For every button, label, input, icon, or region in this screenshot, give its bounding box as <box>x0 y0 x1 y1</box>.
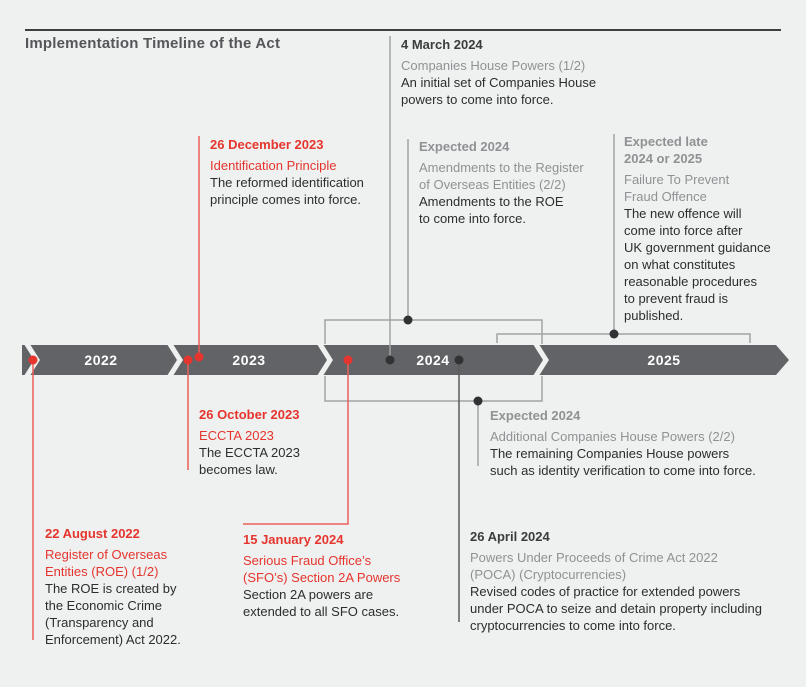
event-name: Failure To Prevent Fraud Offence <box>624 172 730 204</box>
event-date: Expected late 2024 or 2025 <box>624 134 708 166</box>
gray-connector-lines <box>324 36 751 466</box>
bracket-above-2024 <box>324 319 543 344</box>
event-date: 15 January 2024 <box>243 532 344 547</box>
event-block-26-april-2024: 26 April 2024 Powers Under Proceeds of C… <box>470 528 762 634</box>
year-label-2023: 2023 <box>232 352 266 368</box>
event-description: An initial set of Companies House powers… <box>401 75 597 107</box>
event-date: Expected 2024 <box>419 139 510 154</box>
event-name: Amendments to the Register of Overseas E… <box>419 160 584 192</box>
bracket-late-2024-2025 <box>496 333 751 343</box>
marker-15-january-2024 <box>343 355 353 365</box>
event-name: ECCTA 2023 <box>199 428 274 443</box>
event-description: Section 2A powers are extended to all SF… <box>243 587 400 619</box>
event-name: Register of Overseas Entities (ROE) (1/2… <box>45 547 168 579</box>
event-description: The ECCTA 2023 becomes law. <box>199 445 300 477</box>
event-name: Serious Fraud Office’s (SFO’s) Section 2… <box>243 553 401 585</box>
event-block-4-march-2024: 4 March 2024 Companies House Powers (1/2… <box>401 36 596 108</box>
marker-expected-additional <box>473 396 483 406</box>
event-block-expected-late-2024-2025: Expected late 2024 or 2025 Failure To Pr… <box>624 133 771 324</box>
red-marker-dots <box>28 352 353 365</box>
event-description: The new offence will come into force aft… <box>624 206 771 323</box>
year-label-2024: 2024 <box>416 352 450 368</box>
event-description: Revised codes of practice for extended p… <box>470 584 762 633</box>
bracket-below-2024 <box>324 376 543 402</box>
dark-marker-dots <box>385 315 619 406</box>
event-description: The reformed identification principle co… <box>210 175 364 207</box>
event-block-expected-2024-roe-amendments: Expected 2024 Amendments to the Register… <box>419 138 584 227</box>
event-description: The ROE is created by the Economic Crime… <box>45 581 181 647</box>
event-block-26-october-2023: 26 October 2023 ECCTA 2023 The ECCTA 202… <box>199 406 300 478</box>
connector-15-january-2024 <box>243 360 349 525</box>
timeline-band <box>22 345 789 375</box>
page-title: Implementation Timeline of the Act <box>25 35 281 52</box>
event-date: Expected 2024 <box>490 408 581 423</box>
red-connector-lines <box>32 136 349 640</box>
event-date: 4 March 2024 <box>401 37 483 52</box>
event-name: Powers Under Proceeds of Crime Act 2022 … <box>470 550 718 582</box>
event-date: 26 October 2023 <box>199 407 300 422</box>
event-date: 26 April 2024 <box>470 529 550 544</box>
event-block-15-january-2024: 15 January 2024 Serious Fraud Office’s (… <box>243 531 400 620</box>
event-block-22-august-2022: 22 August 2022 Register of Overseas Enti… <box>45 525 181 648</box>
event-block-26-december-2023: 26 December 2023 Identification Principl… <box>210 136 364 208</box>
event-date: 22 August 2022 <box>45 526 140 541</box>
marker-26-april-2024 <box>454 355 464 365</box>
year-label-2022: 2022 <box>84 352 118 368</box>
event-name: Companies House Powers (1/2) <box>401 58 586 73</box>
event-block-expected-2024-companies-house: Expected 2024 Additional Companies House… <box>490 407 756 479</box>
event-description: The remaining Companies House powers suc… <box>490 446 756 478</box>
top-rule-divider <box>25 29 781 31</box>
marker-expected-late <box>609 329 619 339</box>
marker-22-august-2022 <box>28 355 38 365</box>
marker-4-march-2024 <box>385 355 395 365</box>
year-label-2025: 2025 <box>647 352 681 368</box>
event-description: Amendments to the ROE to come into force… <box>419 194 564 226</box>
marker-expected-amendments <box>403 315 413 325</box>
marker-26-october-2023 <box>183 355 193 365</box>
event-name: Identification Principle <box>210 158 337 173</box>
event-date: 26 December 2023 <box>210 137 324 152</box>
event-name: Additional Companies House Powers (2/2) <box>490 429 735 444</box>
marker-26-december-2023 <box>194 352 204 362</box>
